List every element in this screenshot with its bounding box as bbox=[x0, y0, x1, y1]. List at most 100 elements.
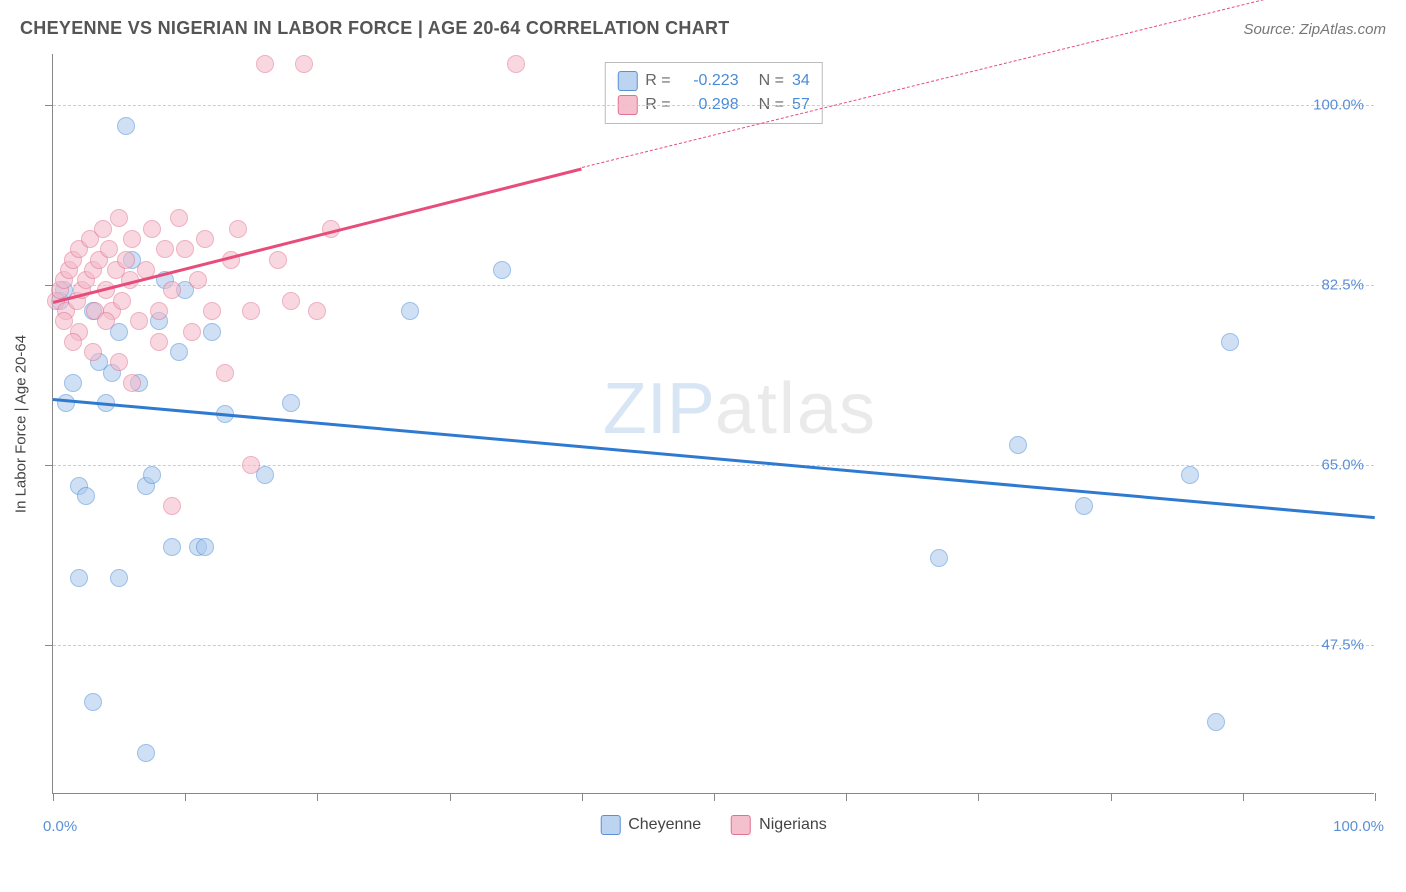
data-point bbox=[507, 55, 525, 73]
x-tick bbox=[978, 793, 979, 801]
data-point bbox=[183, 323, 201, 341]
gridline bbox=[53, 285, 1374, 286]
chart-container: CHEYENNE VS NIGERIAN IN LABOR FORCE | AG… bbox=[0, 0, 1406, 892]
x-tick bbox=[185, 793, 186, 801]
data-point bbox=[1207, 713, 1225, 731]
y-tick-label: 47.5% bbox=[1321, 636, 1364, 653]
x-tick bbox=[1243, 793, 1244, 801]
data-point bbox=[64, 333, 82, 351]
x-tick bbox=[317, 793, 318, 801]
data-point bbox=[229, 220, 247, 238]
data-point bbox=[84, 343, 102, 361]
data-point bbox=[216, 364, 234, 382]
data-point bbox=[401, 302, 419, 320]
data-point bbox=[170, 209, 188, 227]
data-point bbox=[163, 497, 181, 515]
data-point bbox=[1181, 466, 1199, 484]
data-point bbox=[1009, 436, 1027, 454]
legend-r-label: R = bbox=[645, 69, 670, 93]
data-point bbox=[130, 312, 148, 330]
chart-title: CHEYENNE VS NIGERIAN IN LABOR FORCE | AG… bbox=[20, 18, 730, 39]
series-legend: Cheyenne Nigerians bbox=[600, 815, 827, 835]
y-tick bbox=[45, 465, 53, 466]
x-tick bbox=[1111, 793, 1112, 801]
data-point bbox=[143, 220, 161, 238]
data-point bbox=[123, 230, 141, 248]
legend-n-label: N = bbox=[759, 69, 784, 93]
data-point bbox=[163, 538, 181, 556]
data-point bbox=[137, 744, 155, 762]
data-point bbox=[282, 292, 300, 310]
data-point bbox=[150, 302, 168, 320]
header: CHEYENNE VS NIGERIAN IN LABOR FORCE | AG… bbox=[20, 18, 1386, 39]
data-point bbox=[110, 353, 128, 371]
data-point bbox=[100, 240, 118, 258]
data-point bbox=[256, 55, 274, 73]
data-point bbox=[117, 117, 135, 135]
legend-swatch bbox=[617, 71, 637, 91]
plot-area: ZIPatlas In Labor Force | Age 20-64 R =-… bbox=[52, 54, 1374, 794]
x-tick bbox=[53, 793, 54, 801]
data-point bbox=[117, 251, 135, 269]
legend-n-value: 34 bbox=[792, 69, 810, 93]
data-point bbox=[110, 209, 128, 227]
data-point bbox=[57, 394, 75, 412]
data-point bbox=[242, 302, 260, 320]
watermark: ZIPatlas bbox=[603, 368, 877, 450]
x-axis-min-label: 0.0% bbox=[43, 818, 77, 835]
data-point bbox=[308, 302, 326, 320]
x-tick bbox=[450, 793, 451, 801]
data-point bbox=[163, 281, 181, 299]
legend-row: R = -0.223 N = 34 bbox=[617, 69, 809, 93]
data-point bbox=[77, 487, 95, 505]
data-point bbox=[189, 271, 207, 289]
data-point bbox=[493, 261, 511, 279]
data-point bbox=[196, 230, 214, 248]
y-axis-title: In Labor Force | Age 20-64 bbox=[13, 334, 30, 512]
data-point bbox=[295, 55, 313, 73]
x-tick bbox=[1375, 793, 1376, 801]
data-point bbox=[1221, 333, 1239, 351]
data-point bbox=[156, 240, 174, 258]
data-point bbox=[203, 302, 221, 320]
legend-series-label: Nigerians bbox=[759, 816, 827, 834]
data-point bbox=[143, 466, 161, 484]
data-point bbox=[110, 569, 128, 587]
data-point bbox=[97, 312, 115, 330]
data-point bbox=[282, 394, 300, 412]
x-tick bbox=[714, 793, 715, 801]
legend-item: Cheyenne bbox=[600, 815, 701, 835]
data-point bbox=[203, 323, 221, 341]
data-point bbox=[55, 312, 73, 330]
x-axis-max-label: 100.0% bbox=[1333, 818, 1384, 835]
legend-swatch bbox=[731, 815, 751, 835]
data-point bbox=[123, 374, 141, 392]
data-point bbox=[64, 374, 82, 392]
y-tick-label: 100.0% bbox=[1313, 97, 1364, 114]
data-point bbox=[113, 292, 131, 310]
data-point bbox=[170, 343, 188, 361]
y-tick-label: 65.0% bbox=[1321, 457, 1364, 474]
y-tick bbox=[45, 645, 53, 646]
data-point bbox=[269, 251, 287, 269]
data-point bbox=[94, 220, 112, 238]
legend-r-value: -0.223 bbox=[679, 69, 739, 93]
data-point bbox=[176, 240, 194, 258]
data-point bbox=[150, 333, 168, 351]
data-point bbox=[70, 569, 88, 587]
gridline bbox=[53, 645, 1374, 646]
data-point bbox=[930, 549, 948, 567]
y-tick-label: 82.5% bbox=[1321, 277, 1364, 294]
legend-series-label: Cheyenne bbox=[628, 816, 701, 834]
source-label: Source: ZipAtlas.com bbox=[1243, 21, 1386, 38]
data-point bbox=[1075, 497, 1093, 515]
x-tick bbox=[582, 793, 583, 801]
x-tick bbox=[846, 793, 847, 801]
legend-item: Nigerians bbox=[731, 815, 827, 835]
y-tick bbox=[45, 105, 53, 106]
gridline bbox=[53, 105, 1374, 106]
data-point bbox=[84, 693, 102, 711]
data-point bbox=[196, 538, 214, 556]
legend-swatch bbox=[600, 815, 620, 835]
data-point bbox=[242, 456, 260, 474]
